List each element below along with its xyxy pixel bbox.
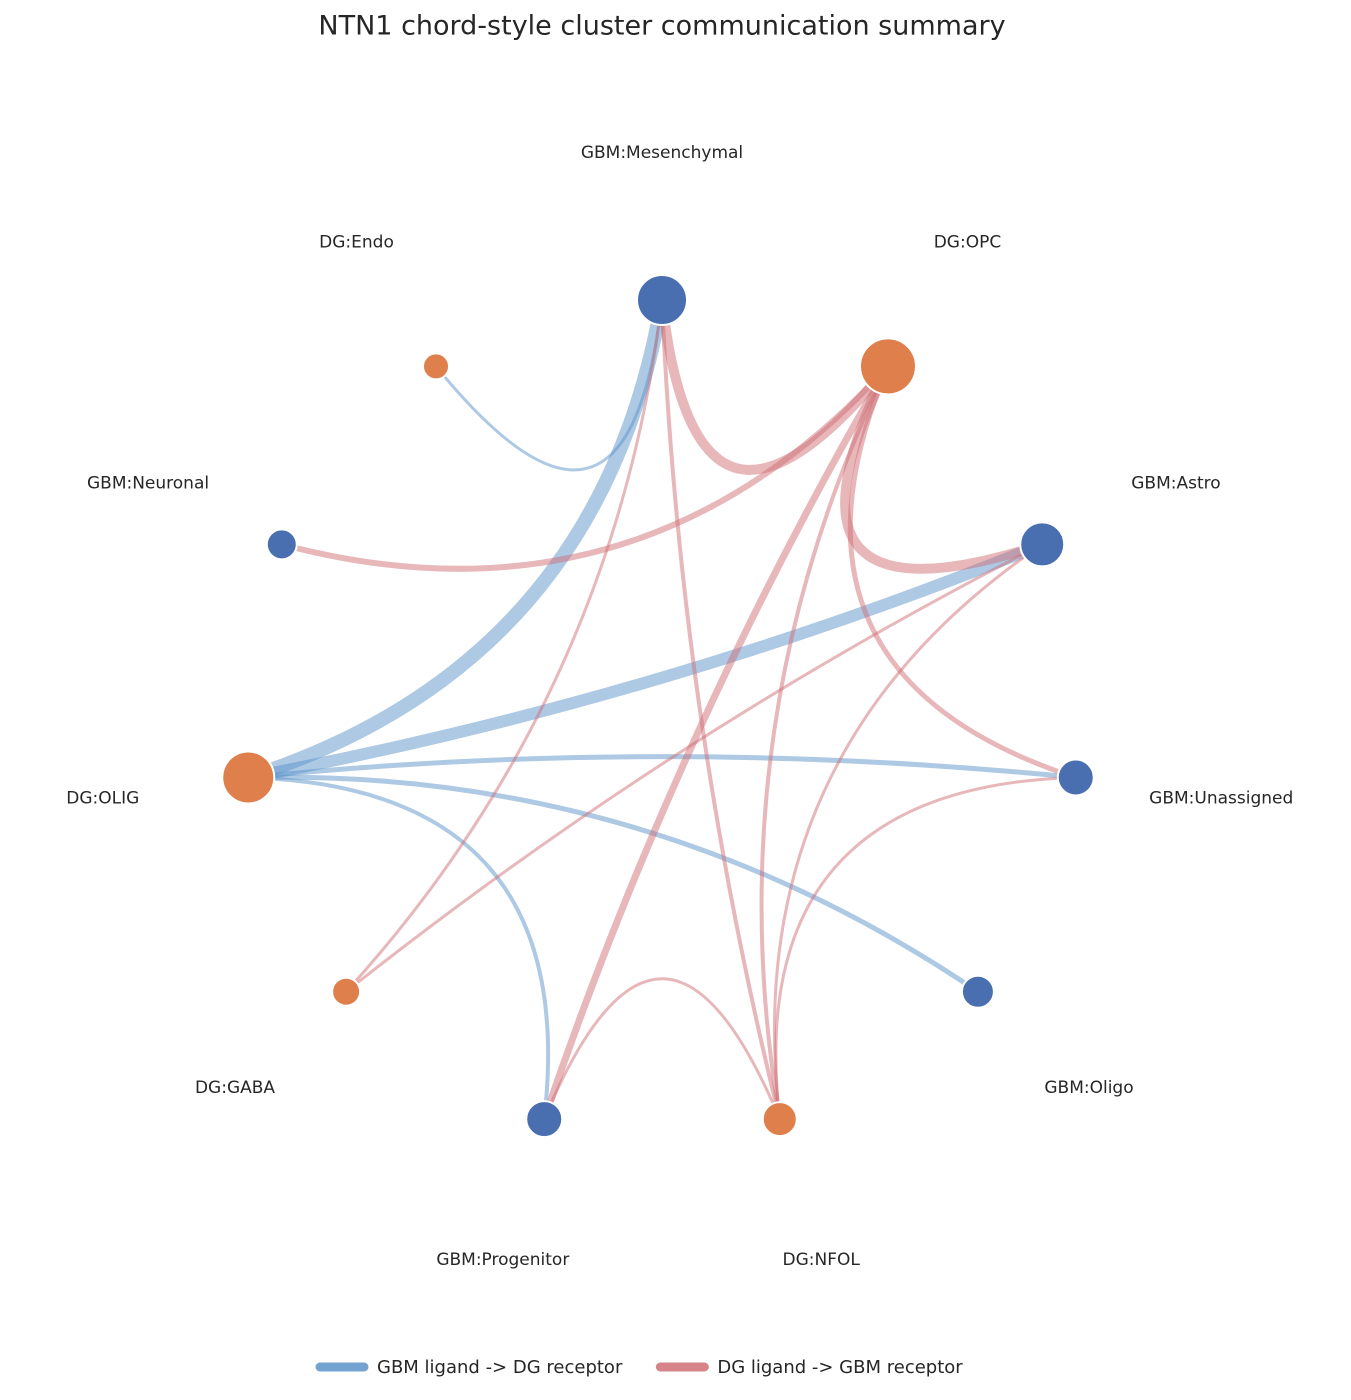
edge <box>657 295 893 475</box>
node <box>1056 758 1095 797</box>
node <box>221 750 276 805</box>
edge <box>774 775 1078 1121</box>
edge <box>245 754 1079 780</box>
node <box>265 528 298 561</box>
edges <box>241 293 1079 1123</box>
node-label: GBM:Neuronal <box>87 473 209 493</box>
node <box>858 337 917 396</box>
edge <box>344 542 1044 994</box>
edge <box>759 364 890 1122</box>
node <box>422 352 451 381</box>
edge <box>434 298 664 472</box>
node-label: GBM:Astro <box>1131 473 1220 493</box>
edge <box>246 775 551 1122</box>
edge <box>540 362 892 1123</box>
nodes: GBM:Mesenchymal DG:OPC GBM:Astro GBM:Unassi… <box>66 143 1293 1270</box>
edge <box>847 363 1079 780</box>
legend-label: GBM ligand -> DG receptor <box>377 1357 623 1378</box>
node-label: GBM:Oligo <box>1044 1078 1133 1098</box>
node-label: GBM:Progenitor <box>436 1250 569 1270</box>
edge <box>772 542 1044 1121</box>
node <box>525 1100 564 1139</box>
legend-label: DG ligand -> GBM receptor <box>717 1357 963 1378</box>
node-label: GBM:Unassigned <box>1149 788 1293 808</box>
node-label: DG:NFOL <box>783 1250 861 1270</box>
edge <box>242 538 1049 784</box>
title: NTN1 chord-style cluster communication s… <box>318 11 1005 42</box>
edge <box>278 363 891 572</box>
edge <box>344 298 664 994</box>
node-label: GBM:Mesenchymal <box>581 143 743 163</box>
edge <box>245 774 981 995</box>
edge <box>660 298 782 1122</box>
node <box>1019 521 1066 568</box>
node-label: DG:OLIG <box>66 788 139 808</box>
node <box>960 974 995 1009</box>
node <box>331 976 362 1007</box>
edge <box>241 293 669 785</box>
node-label: DG:Endo <box>319 233 394 253</box>
legend: GBM ligand -> DG receptor DG ligand -> GB… <box>315 1357 963 1378</box>
node-label: DG:OPC <box>934 233 1002 253</box>
node <box>761 1101 798 1138</box>
node-label: DG:GABA <box>195 1078 275 1098</box>
node <box>636 274 688 326</box>
edge <box>542 977 782 1121</box>
